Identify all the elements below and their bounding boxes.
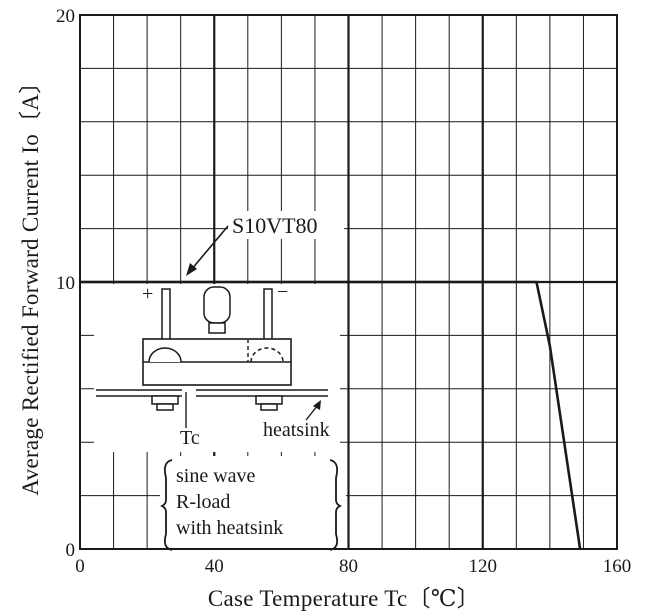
x-tick-80: 80 xyxy=(339,556,358,577)
series-label: S10VT80 xyxy=(232,213,318,238)
screw-left-nut xyxy=(156,403,174,411)
condition-line-3: with heatsink xyxy=(176,517,283,539)
center-stud-neck xyxy=(208,322,226,334)
series-label-arrow-shaft xyxy=(190,225,229,271)
package-dome-left xyxy=(148,347,182,363)
inset-diagram: + − Tc heatsink xyxy=(94,281,340,452)
center-stud xyxy=(203,286,231,324)
x-tick-0: 0 xyxy=(75,556,85,577)
series-line-s10vt80 xyxy=(80,280,582,550)
screw-right-head xyxy=(255,395,283,405)
lead-plus xyxy=(161,288,171,342)
series-callout: S10VT80 xyxy=(186,211,344,276)
x-tick-labels: 0 40 80 120 160 xyxy=(75,556,631,577)
series-label-arrowhead xyxy=(186,263,197,276)
x-tick-120: 120 xyxy=(469,556,498,577)
heatsink-pointer-arrowhead xyxy=(313,400,321,410)
lead-minus xyxy=(263,288,273,342)
condition-box: sine wave R-load with heatsink xyxy=(159,456,346,551)
plus-sign: + xyxy=(142,283,153,305)
series-label-background xyxy=(228,211,344,239)
x-tick-160: 160 xyxy=(603,556,632,577)
screw-left-head xyxy=(151,395,179,405)
y-tick-0: 0 xyxy=(66,540,76,561)
x-axis-title: Case Temperature Tc〔℃〕 xyxy=(208,586,480,611)
condition-right-bracket xyxy=(329,459,343,551)
condition-background xyxy=(160,456,346,548)
package-dome-right xyxy=(250,347,284,363)
y-tick-20: 20 xyxy=(56,6,75,27)
condition-line-1: sine wave xyxy=(176,465,256,487)
y-axis-title: Average Rectified Forward Current Io〔A〕 xyxy=(18,70,43,495)
screw-right-nut xyxy=(260,403,278,411)
condition-line-2: R-load xyxy=(176,491,230,513)
y-tick-labels: 0 10 20 xyxy=(56,6,75,561)
y-tick-10: 10 xyxy=(56,273,75,294)
condition-left-bracket xyxy=(159,459,173,551)
tc-gap xyxy=(182,387,196,399)
tc-label: Tc xyxy=(180,427,200,449)
x-tick-40: 40 xyxy=(205,556,224,577)
minus-sign: − xyxy=(277,281,288,303)
heatsink-label: heatsink xyxy=(263,419,330,441)
